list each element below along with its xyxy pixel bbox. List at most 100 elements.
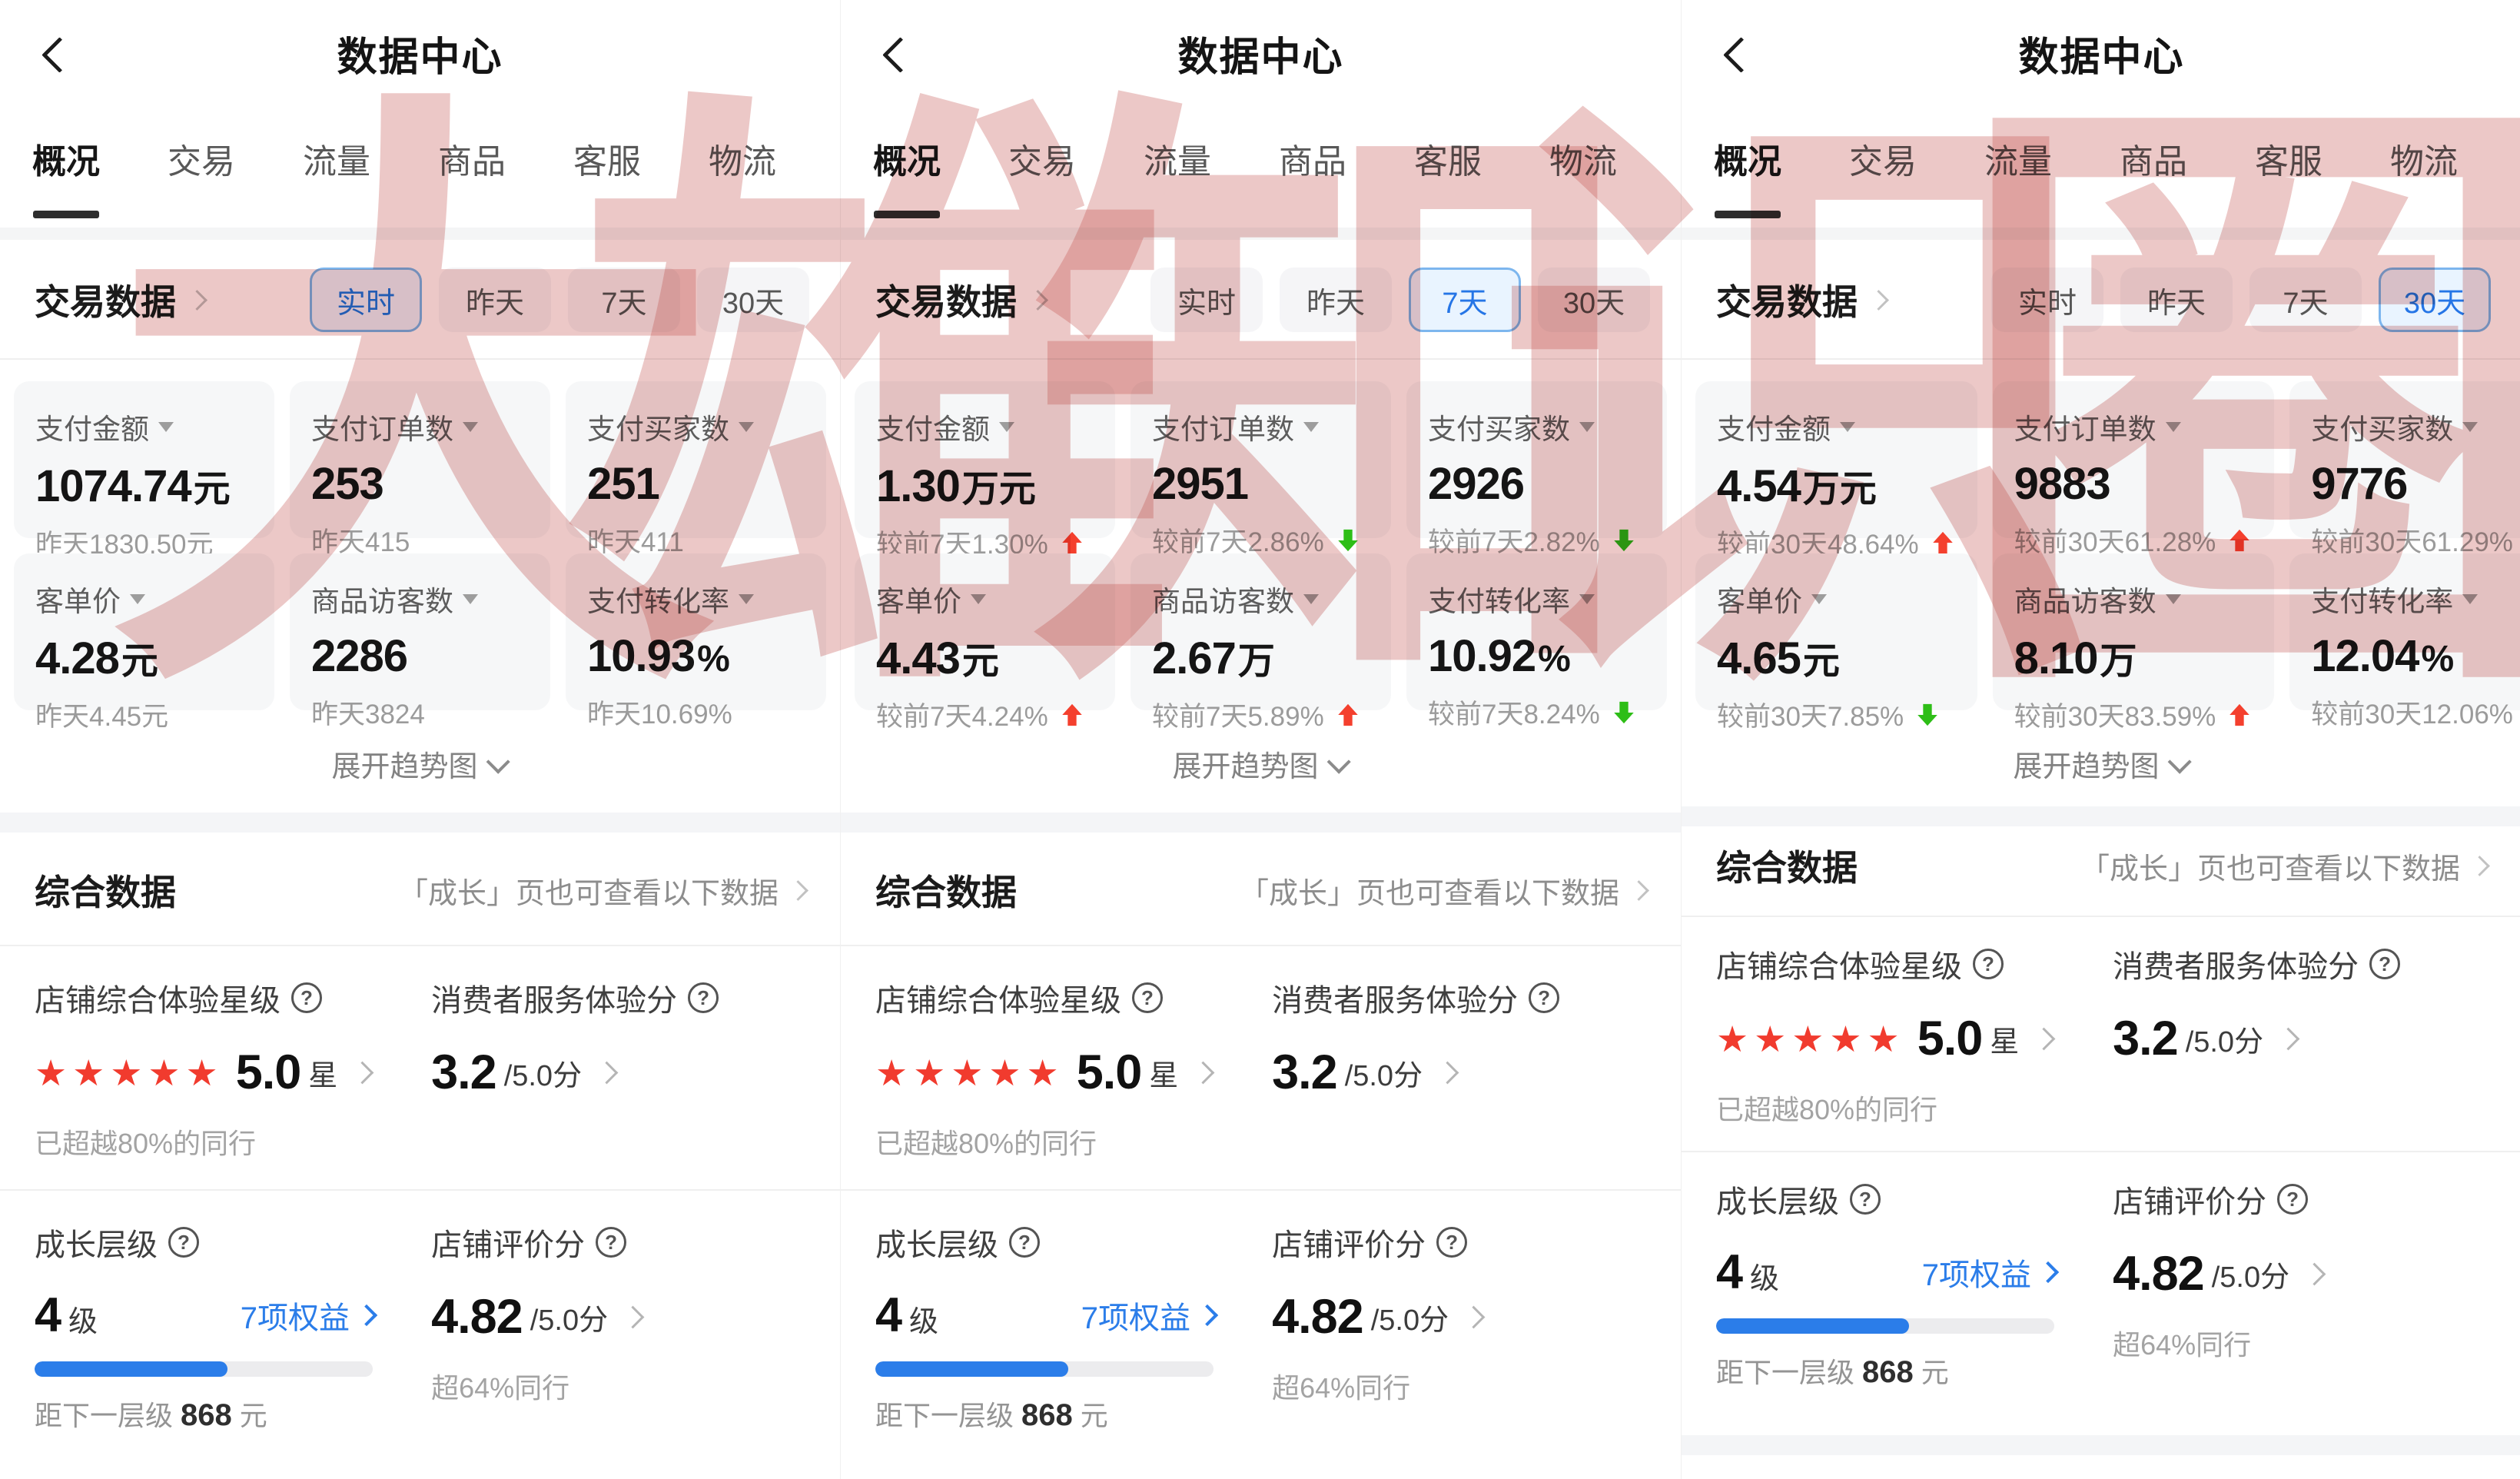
tab-overview[interactable]: 概况 — [873, 134, 941, 218]
trade-title-link[interactable]: 交易数据 — [35, 274, 208, 325]
help-icon[interactable]: ? — [1132, 982, 1163, 1013]
chip-realtime[interactable]: 实时 — [1991, 268, 2103, 332]
chip-7days[interactable]: 7天 — [2249, 268, 2362, 332]
stat-card-product-visitors[interactable]: 商品访客数 2286 昨天3824 — [290, 553, 550, 730]
caret-down-icon[interactable] — [2462, 421, 2478, 432]
growth-level-metric[interactable]: 成长层级 ? 4 级 7项权益 距下一层级 868 元 — [875, 1220, 1272, 1434]
caret-down-icon[interactable] — [1303, 593, 1319, 604]
caret-down-icon[interactable] — [999, 421, 1014, 432]
expand-trend-button[interactable]: 展开趋势图 — [841, 743, 1681, 785]
benefits-link[interactable]: 7项权益 — [1081, 1293, 1219, 1338]
help-icon[interactable]: ? — [1973, 949, 2004, 979]
stat-card-pay-buyers[interactable]: 支付买家数 9776 较前30天61.29% — [2289, 381, 2520, 557]
trade-title-link[interactable]: 交易数据 — [1716, 274, 1889, 325]
tab-logistics[interactable]: 物流 — [1549, 143, 1617, 181]
help-icon[interactable]: ? — [596, 1227, 627, 1258]
stat-card-pay-conversion[interactable]: 支付转化率 10.92% 较前7天8.24% — [1406, 553, 1667, 730]
chip-yesterday[interactable]: 昨天 — [1280, 268, 1392, 332]
stat-card-pay-conversion[interactable]: 支付转化率 10.93% 昨天10.69% — [566, 553, 826, 730]
stat-card-pay-amount[interactable]: 支付金额 4.54 万元 较前30天48.64% — [1695, 381, 1977, 560]
help-icon[interactable]: ? — [2369, 949, 2401, 979]
stat-card-avg-order-value[interactable]: 客单价 4.65 元 较前30天7.85% — [1695, 553, 1977, 732]
tab-service[interactable]: 客服 — [573, 143, 641, 181]
chip-yesterday[interactable]: 昨天 — [2120, 268, 2233, 332]
tab-trade[interactable]: 交易 — [168, 143, 235, 181]
caret-down-icon[interactable] — [1579, 421, 1595, 432]
chip-30days[interactable]: 30天 — [697, 268, 809, 332]
store-experience-star-metric[interactable]: 店铺综合体验星级 ? ★★★★★ 5.0 星 已超越80%的同行 — [1716, 942, 2113, 1128]
tab-logistics[interactable]: 物流 — [2390, 143, 2458, 181]
stat-card-pay-orders[interactable]: 支付订单数 2951 较前7天2.86% — [1131, 381, 1391, 557]
caret-down-icon[interactable] — [1303, 421, 1319, 432]
caret-down-icon[interactable] — [158, 421, 174, 432]
back-button[interactable] — [40, 35, 78, 74]
chip-yesterday[interactable]: 昨天 — [439, 268, 551, 332]
caret-down-icon[interactable] — [971, 593, 986, 604]
growth-page-link[interactable]: 「成长」页也可查看以下数据 — [2080, 845, 2490, 887]
consumer-service-score-metric[interactable]: 消费者服务体验分 ? 3.2 /5.0分 — [2113, 942, 2487, 1128]
trade-title-link[interactable]: 交易数据 — [875, 274, 1048, 325]
help-icon[interactable]: ? — [1436, 1227, 1468, 1258]
stat-card-pay-orders[interactable]: 支付订单数 253 昨天415 — [290, 381, 550, 557]
tab-service[interactable]: 客服 — [2255, 143, 2322, 181]
help-icon[interactable]: ? — [1850, 1184, 1881, 1215]
chip-realtime[interactable]: 实时 — [1150, 268, 1263, 332]
chip-7days[interactable]: 7天 — [568, 268, 680, 332]
back-button[interactable] — [881, 35, 919, 74]
tab-overview[interactable]: 概况 — [32, 134, 100, 218]
tab-product[interactable]: 商品 — [438, 143, 506, 181]
benefits-link[interactable]: 7项权益 — [241, 1293, 378, 1338]
chip-30days[interactable]: 30天 — [2379, 268, 2491, 332]
stat-card-pay-buyers[interactable]: 支付买家数 251 昨天411 — [566, 381, 826, 557]
help-icon[interactable]: ? — [1009, 1227, 1040, 1258]
expand-trend-button[interactable]: 展开趋势图 — [0, 743, 840, 785]
tab-traffic[interactable]: 流量 — [303, 143, 370, 181]
tab-product[interactable]: 商品 — [1279, 143, 1346, 181]
tab-trade[interactable]: 交易 — [1849, 143, 1917, 181]
help-icon[interactable]: ? — [1529, 982, 1560, 1013]
store-rating-metric[interactable]: 店铺评价分 ? 4.82 /5.0分 超64%同行 — [2113, 1177, 2487, 1391]
stat-card-pay-conversion[interactable]: 支付转化率 12.04% 较前30天12.06% — [2289, 553, 2520, 730]
caret-down-icon[interactable] — [463, 421, 478, 432]
tab-traffic[interactable]: 流量 — [1144, 143, 1211, 181]
growth-level-metric[interactable]: 成长层级 ? 4 级 7项权益 距下一层级 868 元 — [1716, 1177, 2113, 1391]
chip-7days[interactable]: 7天 — [1409, 268, 1521, 332]
stat-card-avg-order-value[interactable]: 客单价 4.43 元 较前7天4.24% — [855, 553, 1115, 732]
caret-down-icon[interactable] — [2165, 593, 2181, 604]
growth-level-metric[interactable]: 成长层级 ? 4 级 7项权益 距下一层级 868 元 — [35, 1220, 431, 1434]
caret-down-icon[interactable] — [463, 593, 478, 604]
stat-card-pay-buyers[interactable]: 支付买家数 2926 较前7天2.82% — [1406, 381, 1667, 557]
caret-down-icon[interactable] — [2462, 593, 2478, 604]
stat-card-product-visitors[interactable]: 商品访客数 2.67 万 较前7天5.89% — [1131, 553, 1391, 732]
stat-card-pay-amount[interactable]: 支付金额 1074.74 元 昨天1830.50元 — [14, 381, 274, 560]
tab-trade[interactable]: 交易 — [1008, 143, 1076, 181]
help-icon[interactable]: ? — [2277, 1184, 2309, 1215]
consumer-service-score-metric[interactable]: 消费者服务体验分 ? 3.2 /5.0分 — [1272, 975, 1646, 1162]
growth-page-link[interactable]: 「成长」页也可查看以下数据 — [1240, 869, 1649, 912]
tab-traffic[interactable]: 流量 — [1984, 143, 2052, 181]
consumer-service-score-metric[interactable]: 消费者服务体验分 ? 3.2 /5.0分 — [431, 975, 805, 1162]
caret-down-icon[interactable] — [1840, 421, 1855, 432]
tab-product[interactable]: 商品 — [2120, 143, 2187, 181]
help-icon[interactable]: ? — [688, 982, 719, 1013]
caret-down-icon[interactable] — [1811, 593, 1827, 604]
caret-down-icon[interactable] — [2165, 421, 2181, 432]
growth-page-link[interactable]: 「成长」页也可查看以下数据 — [399, 869, 808, 912]
stat-card-pay-orders[interactable]: 支付订单数 9883 较前30天61.28% — [1992, 381, 2275, 557]
expand-trend-button[interactable]: 展开趋势图 — [1682, 743, 2520, 785]
caret-down-icon[interactable] — [739, 421, 754, 432]
store-experience-star-metric[interactable]: 店铺综合体验星级 ? ★★★★★ 5.0 星 已超越80%的同行 — [875, 975, 1272, 1162]
store-experience-star-metric[interactable]: 店铺综合体验星级 ? ★★★★★ 5.0 星 已超越80%的同行 — [35, 975, 431, 1162]
store-rating-metric[interactable]: 店铺评价分 ? 4.82 /5.0分 超64%同行 — [1272, 1220, 1646, 1434]
caret-down-icon[interactable] — [1579, 593, 1595, 604]
tab-overview[interactable]: 概况 — [1714, 134, 1781, 218]
store-rating-metric[interactable]: 店铺评价分 ? 4.82 /5.0分 超64%同行 — [431, 1220, 805, 1434]
chip-30days[interactable]: 30天 — [1538, 268, 1650, 332]
help-icon[interactable]: ? — [291, 982, 322, 1013]
caret-down-icon[interactable] — [130, 593, 145, 604]
tab-logistics[interactable]: 物流 — [709, 143, 776, 181]
stat-card-product-visitors[interactable]: 商品访客数 8.10 万 较前30天83.59% — [1992, 553, 2275, 732]
benefits-link[interactable]: 7项权益 — [1922, 1250, 2060, 1295]
back-button[interactable] — [1722, 35, 1760, 74]
chip-realtime[interactable]: 实时 — [310, 268, 422, 332]
